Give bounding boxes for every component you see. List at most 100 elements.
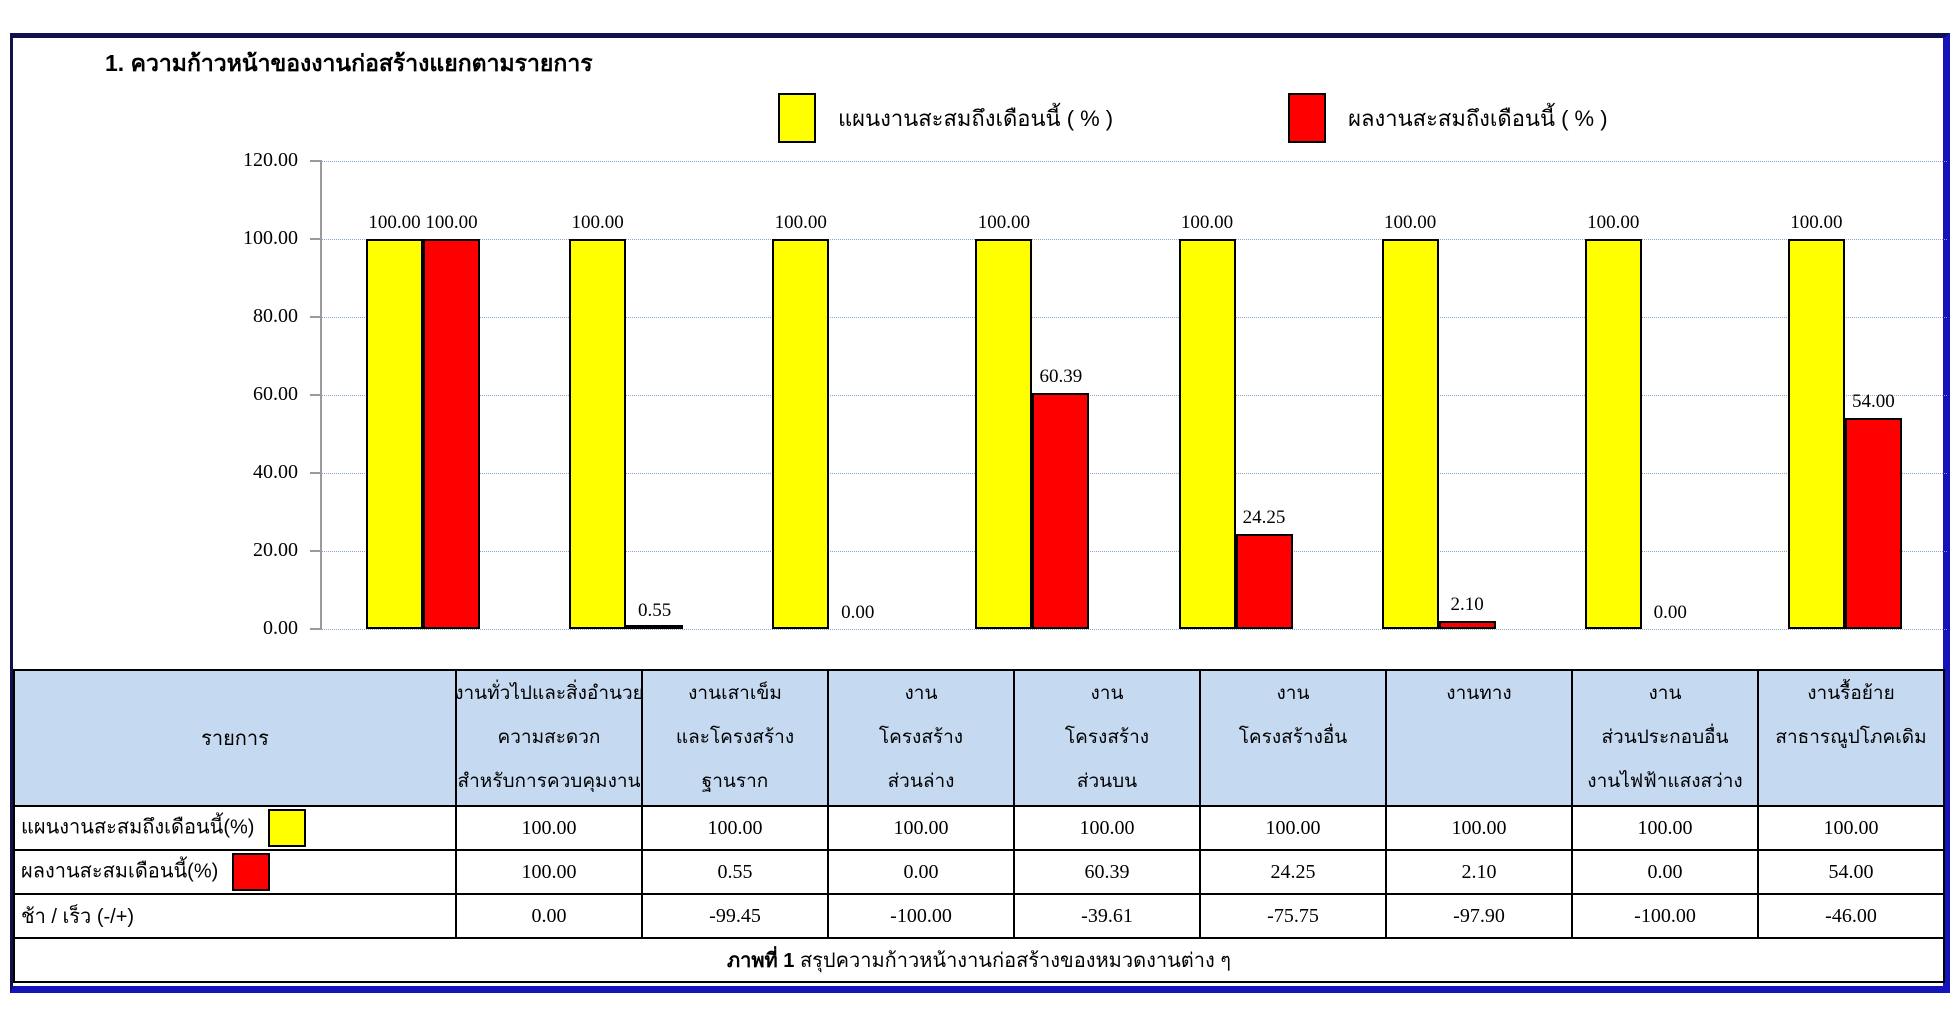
table-cell: 100.00 (1757, 805, 1945, 851)
table-cell: 54.00 (1757, 849, 1945, 895)
chart-legend: แผนงานสะสมถึงเดือนนี้ ( % ) ผลงานสะสมถึง… (778, 93, 1608, 143)
gridline (322, 629, 1947, 630)
plan-bar-value-label: 100.00 (977, 212, 1030, 233)
table-cell: 100.00 (1013, 805, 1201, 851)
table-cell: 100.00 (455, 849, 643, 895)
bar-group: 100.00 0.00 (728, 161, 931, 629)
plan-bar (1381, 239, 1439, 629)
y-axis-tick-label: 40.00 (253, 461, 298, 483)
table-cell: 0.00 (1571, 849, 1759, 895)
table-cell: 60.39 (1013, 849, 1201, 895)
table-header-cell: งาน โครงสร้างอื่น (1199, 669, 1387, 807)
plan-bar (366, 239, 423, 629)
y-axis-tick (310, 472, 322, 474)
table-cell: 2.10 (1385, 849, 1573, 895)
bar-group: 100.00 100.00 (322, 161, 525, 629)
y-axis-tick-label: 0.00 (263, 617, 298, 639)
actual-bar-value-label: 2.10 (1450, 593, 1484, 615)
bar-group: 100.00 60.39 (931, 161, 1134, 629)
y-axis-tick-label: 100.00 (243, 227, 298, 249)
table-cell: 24.25 (1199, 849, 1387, 895)
caption-row: ภาพที่ 1 สรุปความก้าวหน้างานก่อสร้างของห… (13, 937, 1945, 983)
y-axis-tick-label: 60.00 (253, 383, 298, 405)
table-cell: 100.00 (1199, 805, 1387, 851)
legend-label-plan: แผนงานสะสมถึงเดือนนี้ ( % ) (838, 105, 1114, 131)
bar-chart: 100.00 100.00 100.00 0.55 100.00 0.00 100.00 60… (13, 38, 1947, 669)
plan-bar (1787, 239, 1845, 629)
bar-group: 100.00 0.00 (1541, 161, 1744, 629)
plan-bar (569, 239, 627, 629)
table-header-cell: งานทาง (1385, 669, 1573, 807)
table-header-cell: งานเสาเข็ม และโครงสร้าง ฐานราก (641, 669, 829, 807)
plan-bar-value-label: 100.00 (1384, 212, 1437, 233)
table-cell: -97.90 (1385, 893, 1573, 939)
plan-series-swatch-icon (778, 93, 816, 143)
actual-bar (1032, 393, 1090, 629)
legend-item-plan: แผนงานสะสมถึงเดือนนี้ ( % ) (778, 93, 1113, 143)
data-table: รายการ งานทั่วไปและสิ่งอำนวย ความสะดวก สำหร… (13, 669, 1945, 983)
y-axis-tick-label: 120.00 (243, 149, 298, 171)
actual-bar-value-label: 0.00 (1653, 602, 1687, 623)
actual-bar (626, 625, 684, 629)
plan-bar-value-label: 100.00 (774, 212, 827, 233)
actual-bar (1438, 620, 1496, 629)
plan-series-swatch-icon (268, 809, 307, 847)
table-cell: 100.00 (1385, 805, 1573, 851)
bar-group: 100.00 54.00 (1744, 161, 1947, 629)
actual-bar-value-label: 100.00 (425, 212, 478, 233)
legend-label-actual: ผลงานสะสมถึงเดือนนี้ ( % ) (1348, 105, 1608, 131)
plan-bar (975, 239, 1033, 629)
plan-bar (1178, 239, 1236, 629)
table-cell: 100.00 (455, 805, 643, 851)
y-axis-tick (310, 550, 322, 552)
table-row: ช้า / เร็ว (-/+) 0.00 -99.45 -100.00 -39.61-… (13, 893, 1945, 939)
table-header-row: รายการ งานทั่วไปและสิ่งอำนวย ความสะดวก สำหร… (13, 669, 1945, 807)
table-cell: -46.00 (1757, 893, 1945, 939)
plan-bar-value-label: 100.00 (368, 212, 421, 233)
gridline (322, 161, 1947, 162)
actual-bar (423, 239, 480, 629)
actual-series-swatch-icon (1288, 93, 1327, 143)
plan-bar-value-label: 100.00 (1790, 212, 1843, 233)
table-cell: 0.00 (455, 893, 643, 939)
table-cell: 100.00 (641, 805, 829, 851)
actual-bar-value-label: 0.55 (638, 599, 672, 621)
table-header-cell: งานทั่วไปและสิ่งอำนวย ความสะดวก สำหรับการค… (455, 669, 643, 807)
table-header-cell: งาน โครงสร้าง ส่วนล่าง (827, 669, 1015, 807)
figure-caption: ภาพที่ 1 สรุปความก้าวหน้างานก่อสร้างของห… (13, 937, 1945, 983)
table-cell: -100.00 (1571, 893, 1759, 939)
gridline (322, 317, 1947, 318)
plan-bar-value-label: 100.00 (1587, 212, 1640, 233)
chart-plot-area: 100.00 100.00 100.00 0.55 100.00 0.00 100.00 60… (310, 160, 1947, 630)
table-cell: -99.45 (641, 893, 829, 939)
bar-group: 100.00 2.10 (1338, 161, 1541, 629)
row-label-cell: แผนงานสะสมถึงเดือนนี้(%) (13, 805, 457, 851)
table-cell: 0.55 (641, 849, 829, 895)
y-axis-tick-label: 20.00 (253, 539, 298, 561)
actual-bar (1844, 418, 1902, 629)
table-header-item: รายการ (13, 669, 457, 807)
actual-bar-value-label: 54.00 (1852, 391, 1895, 413)
table-header-cell: งาน โครงสร้าง ส่วนบน (1013, 669, 1201, 807)
plan-bar (1584, 239, 1642, 629)
table-cell: -75.75 (1199, 893, 1387, 939)
report-frame: 1. ความก้าวหน้าของงานก่อสร้างแยกตามรายกา… (10, 33, 1950, 993)
gridline (322, 239, 1947, 240)
table-row: แผนงานสะสมถึงเดือนนี้(%) 100.00 100.00 100.… (13, 805, 1945, 851)
gridline (322, 551, 1947, 552)
y-axis-tick (310, 160, 322, 162)
table-cell: -39.61 (1013, 893, 1201, 939)
table-cell: 100.00 (1571, 805, 1759, 851)
actual-bar (1235, 534, 1293, 629)
actual-bar-value-label: 0.00 (841, 602, 875, 623)
actual-bar-value-label: 60.39 (1039, 366, 1083, 388)
plan-bar-value-label: 100.00 (1180, 212, 1234, 233)
table-cell: 100.00 (827, 805, 1015, 851)
table-cell: -100.00 (827, 893, 1015, 939)
row-label-cell: ผลงานสะสมเดือนนี้(%) (13, 849, 457, 895)
table-cell: 0.00 (827, 849, 1015, 895)
y-axis-tick (310, 316, 322, 318)
bar-group: 100.00 0.55 (525, 161, 728, 629)
table-row: ผลงานสะสมเดือนนี้(%) 100.00 0.55 0.00 60.39 2… (13, 849, 1945, 895)
